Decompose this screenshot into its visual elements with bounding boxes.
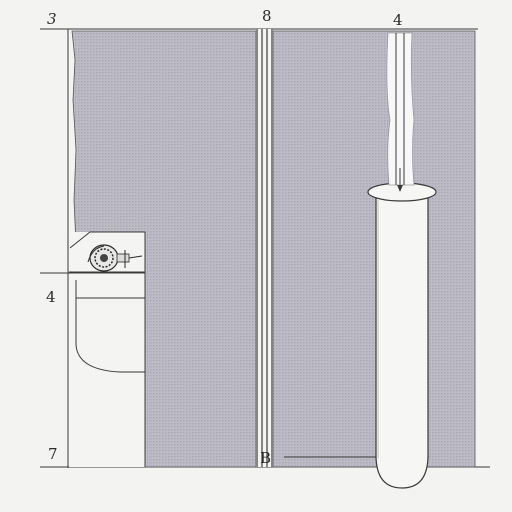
- label-left-middle: 4: [46, 288, 56, 306]
- label-top-center: 8: [262, 7, 272, 25]
- tube-column: [367, 182, 437, 489]
- valve-wheel-icon: [87, 244, 143, 272]
- label-bottom-center: B: [260, 449, 272, 467]
- label-top-left: 3: [47, 10, 57, 28]
- rod: [386, 32, 415, 192]
- right-wall-panel: [272, 30, 476, 468]
- center-gap: [256, 29, 273, 467]
- housing-outline: [69, 232, 146, 467]
- housing-top-lip: [69, 231, 145, 249]
- label-top-right: 4: [393, 11, 403, 29]
- label-left-bottom: 7: [48, 445, 58, 463]
